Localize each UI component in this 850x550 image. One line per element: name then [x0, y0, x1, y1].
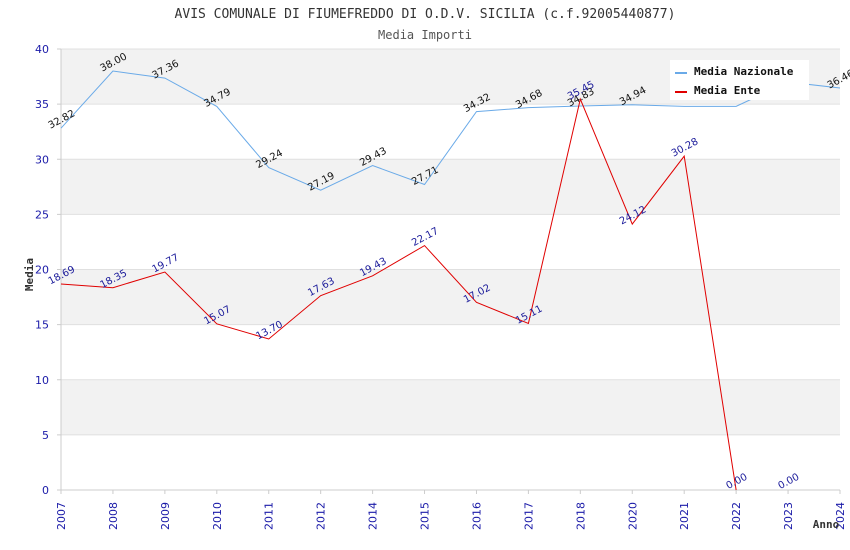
- x-tick-label: 2008: [107, 502, 120, 530]
- x-tick-label: 2023: [782, 502, 795, 530]
- x-tick-label: 2016: [470, 502, 483, 530]
- grid-band: [61, 379, 840, 435]
- x-tick-label: 2014: [367, 502, 380, 530]
- y-tick-label: 25: [35, 208, 49, 221]
- x-axis-label: Anno: [813, 518, 840, 531]
- y-axis-label: Media: [23, 258, 36, 291]
- x-tick-label: 2021: [678, 502, 691, 530]
- x-tick-label: 2020: [626, 502, 639, 530]
- legend: Media Nazionale Media Ente: [670, 60, 809, 100]
- x-tick-label: 2012: [315, 502, 328, 530]
- y-tick-label: 35: [35, 98, 49, 111]
- x-tick-label: 2015: [419, 502, 432, 530]
- y-tick-label: 15: [35, 319, 49, 332]
- x-tick-label: 2010: [211, 502, 224, 530]
- x-tick-labels: 2007 2008 2009 2010 2011 2012 2014 2015 2016 2017…: [55, 502, 847, 530]
- grid-band: [61, 269, 840, 325]
- x-tick-label: 2024: [834, 502, 847, 530]
- x-tick-label: 2009: [159, 502, 172, 530]
- y-tick-label: 30: [35, 153, 49, 166]
- x-tick-label: 2022: [730, 502, 743, 530]
- y-tick-labels: 0 5 10 15 20 25 30 35 40: [35, 43, 49, 497]
- chart-subtitle: Media Importi: [378, 28, 472, 42]
- grid-lines: [61, 48, 840, 436]
- legend-box: [670, 60, 809, 100]
- y-tick-label: 10: [35, 374, 49, 387]
- y-tick-label: 40: [35, 43, 49, 56]
- x-tick-label: 2011: [263, 502, 276, 530]
- grid-band: [61, 159, 840, 215]
- x-tick-label: 2007: [55, 502, 68, 530]
- legend-label-media-nazionale: Media Nazionale: [694, 65, 794, 78]
- series-lines: [60, 70, 841, 491]
- legend-label-media-ente: Media Ente: [694, 84, 761, 97]
- chart-title: AVIS COMUNALE DI FIUMEFREDDO DI O.D.V. S…: [175, 7, 676, 22]
- y-tick-label: 20: [35, 264, 49, 277]
- x-tick-label: 2018: [574, 502, 587, 530]
- series-line-media-nazionale: [60, 70, 841, 191]
- series-line-media-ente: [60, 97, 737, 491]
- y-tick-label: 5: [42, 429, 49, 442]
- axes: [57, 48, 841, 494]
- x-tick-label: 2017: [522, 502, 535, 530]
- y-tick-label: 0: [42, 484, 49, 497]
- grid-bands: [61, 49, 840, 435]
